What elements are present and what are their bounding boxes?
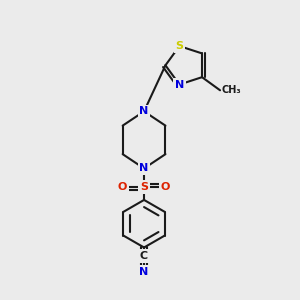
- Text: N: N: [140, 267, 149, 277]
- Text: O: O: [161, 182, 170, 192]
- Text: S: S: [140, 182, 148, 192]
- Text: O: O: [118, 182, 127, 192]
- Text: S: S: [176, 41, 183, 51]
- Text: CH₃: CH₃: [221, 85, 241, 95]
- Text: N: N: [140, 164, 149, 173]
- Text: N: N: [175, 80, 184, 89]
- Text: C: C: [140, 251, 148, 261]
- Text: N: N: [140, 106, 149, 116]
